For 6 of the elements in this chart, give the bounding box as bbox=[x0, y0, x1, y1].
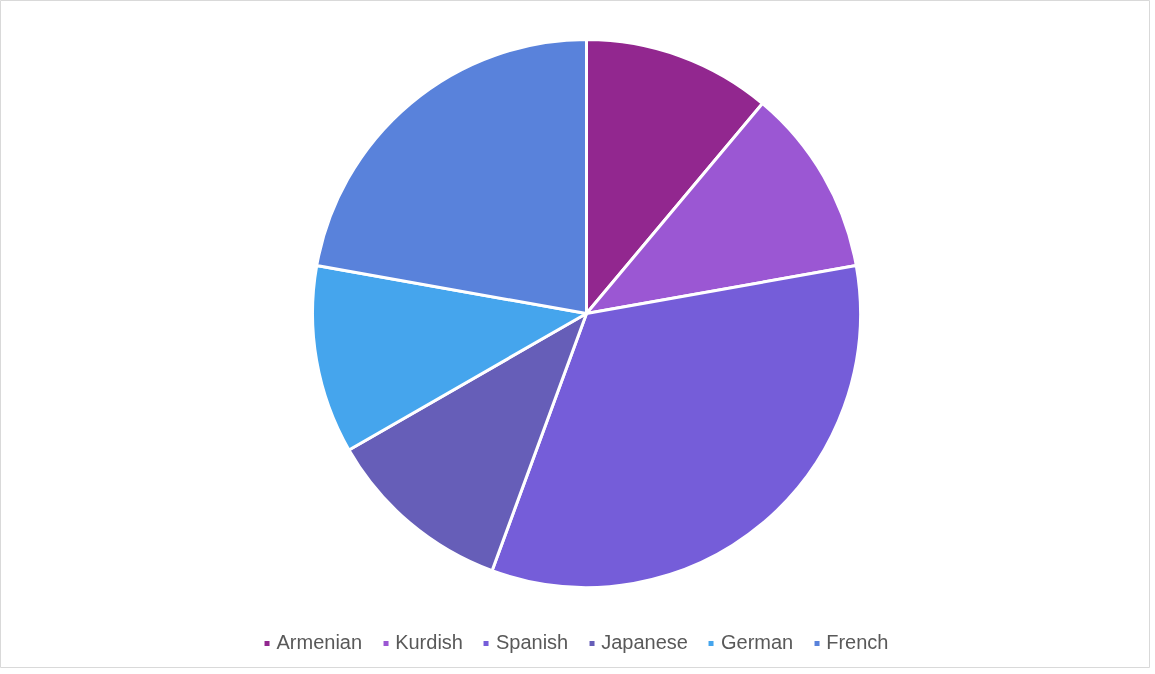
legend-label: Armenian bbox=[276, 631, 363, 654]
legend-label: French bbox=[826, 631, 889, 654]
legend-label: Kurdish bbox=[395, 631, 463, 654]
legend-label: Japanese bbox=[601, 631, 688, 654]
legend-label: German bbox=[720, 631, 794, 654]
legend-label: Spanish bbox=[495, 631, 569, 654]
